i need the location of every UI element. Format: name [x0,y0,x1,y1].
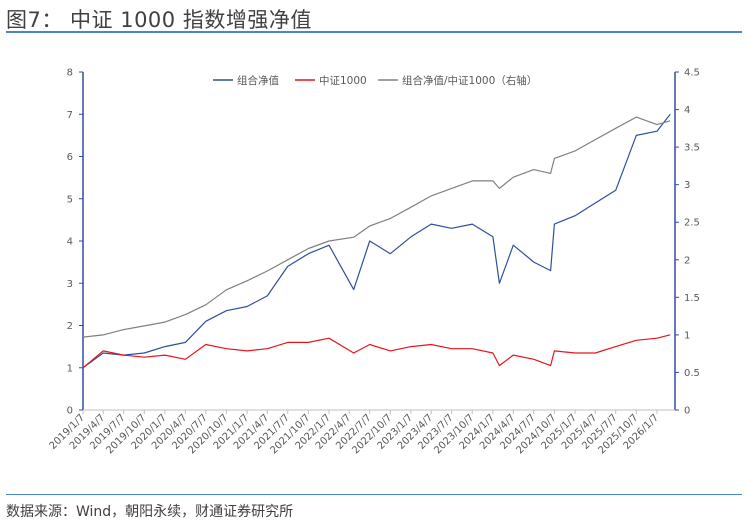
figure-title: 图7： 中证 1000 指数增强净值 [6,8,312,32]
y-right-tick-label: 1 [684,330,690,341]
y-left-tick-label: 5 [67,194,73,205]
y-right-tick-label: 3 [684,180,690,191]
y-right-tick-label: 0.5 [684,368,700,379]
y-left-tick-label: 4 [67,237,73,248]
y-left-tick-label: 0 [67,406,73,417]
y-right-tick-label: 1.5 [684,293,700,304]
y-left-tick-label: 1 [67,363,73,374]
legend-label-2: 组合净值/中证1000（右轴） [402,74,537,87]
title-divider [6,31,742,33]
y-right-tick-label: 3.5 [684,143,700,154]
legend-label-0: 组合净值 [237,74,279,87]
y-left-tick-label: 7 [67,110,73,121]
series-line-0 [82,113,671,369]
y-right-tick-label: 2 [684,255,690,266]
y-left-tick-label: 6 [67,152,73,163]
y-left-tick-label: 2 [67,321,73,332]
y-right-tick-label: 2.5 [684,218,700,229]
legend-label-1: 中证1000 [319,74,367,87]
source-note: 数据来源：Wind，朝阳永续，财通证券研究所 [6,504,294,520]
series-line-1 [82,334,671,369]
y-right-tick-label: 0 [684,406,690,417]
series-line-2 [82,116,671,338]
footer-divider [6,494,742,495]
y-right-tick-label: 4 [684,105,690,116]
y-right-tick-label: 4.5 [684,68,700,79]
line-chart: 01234567800.511.522.533.544.52019/1/7201… [48,68,700,457]
y-left-tick-label: 3 [67,279,73,290]
y-left-tick-label: 8 [67,68,73,79]
